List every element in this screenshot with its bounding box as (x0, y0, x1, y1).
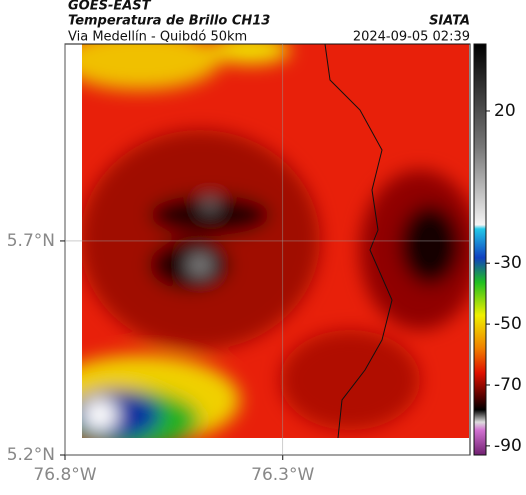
temperature-field (82, 44, 469, 438)
colorbar-label: -30 (494, 253, 522, 273)
colorbar-label: -50 (494, 314, 522, 334)
x-tick-label: 76.8°W (33, 465, 96, 485)
satellite: GOES-EAST (68, 0, 152, 14)
y-tick-label: 5.7°N (7, 231, 55, 251)
product: Temperatura de Brillo CH13 (68, 14, 270, 29)
y-tick-label: 5.2°N (7, 445, 55, 465)
colorbar (473, 43, 487, 456)
colorbar-label: 20 (494, 101, 516, 121)
route: Via Medellín - Quibdó 50km (68, 30, 247, 45)
axes: 76.8°W 76.3°W 5.7°N 5.2°N 20 -30 -50 -70 -90 (7, 44, 522, 485)
coastline (324, 43, 393, 439)
colorbar-label: -70 (494, 375, 522, 395)
source: SIATA (429, 14, 470, 29)
colorbar-label: -90 (494, 436, 522, 456)
x-tick-label: 76.3°W (251, 465, 314, 485)
datetime: 2024-09-05 02:39 (353, 30, 470, 45)
